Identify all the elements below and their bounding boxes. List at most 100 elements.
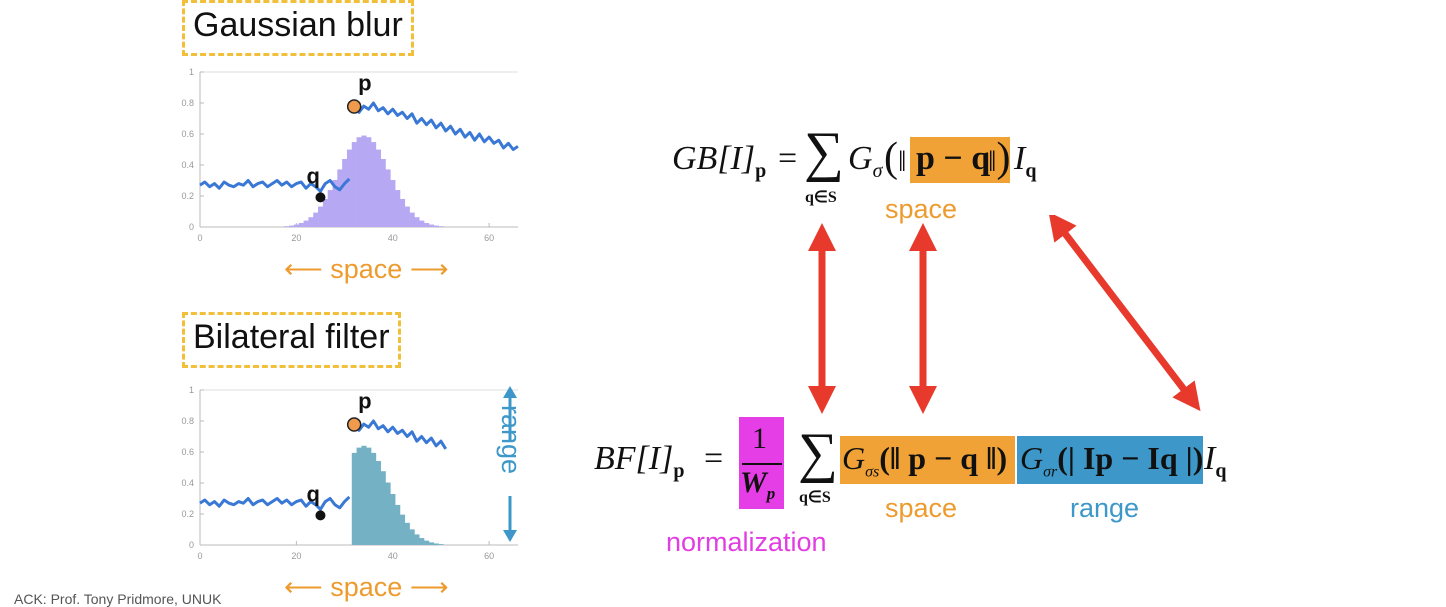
kernel-bar bbox=[371, 452, 377, 545]
kernel-bar bbox=[298, 222, 304, 227]
arrow-range-link bbox=[1048, 215, 1201, 412]
bilateral-filter-title: Bilateral filter bbox=[182, 312, 401, 368]
kernel-bar bbox=[308, 217, 314, 227]
gaussian-blur-title: Gaussian blur bbox=[182, 0, 414, 56]
x-tick-label: 40 bbox=[388, 551, 398, 561]
y-tick-label: 0.2 bbox=[181, 191, 194, 201]
kernel-bar bbox=[390, 180, 396, 227]
range-arrow-down-head bbox=[503, 530, 517, 542]
gaussian-blur-chart: 0 0.2 0.4 0.6 0.8 1 0 20 40 60 q p bbox=[181, 67, 519, 243]
bf-space-highlight bbox=[840, 436, 1015, 484]
kernel-bar bbox=[380, 158, 386, 227]
point-p-label: p bbox=[358, 71, 371, 96]
kernel-bar bbox=[419, 538, 425, 545]
kernel-bar bbox=[332, 180, 338, 227]
top-space-text: space bbox=[330, 254, 403, 284]
kernel-bar bbox=[366, 447, 372, 545]
kernel-bar bbox=[356, 447, 362, 545]
kernel-bar bbox=[366, 137, 372, 227]
kernel-bar bbox=[404, 206, 410, 227]
y-tick-label: 0.8 bbox=[181, 416, 194, 426]
y-tick-label: 0.4 bbox=[181, 478, 194, 488]
point-q-marker bbox=[315, 510, 326, 521]
x-tick-label: 0 bbox=[197, 551, 202, 561]
bf-frac-numerator: 1 bbox=[752, 422, 767, 455]
gb-equals: = bbox=[778, 140, 798, 177]
kernel-bar bbox=[375, 461, 381, 545]
kernel-bar bbox=[390, 494, 396, 545]
gb-open-paren: (‖ bbox=[884, 135, 907, 181]
left-arrow-icon: ⟵ bbox=[284, 254, 323, 284]
bilateral-filter-chart: 0 0.2 0.4 0.6 0.8 1 0 20 40 60 q p bbox=[181, 385, 518, 561]
signal-left bbox=[199, 495, 351, 511]
kernel-bar bbox=[351, 452, 357, 545]
bf-gr-term: Gσr(| Ip − Iq |) bbox=[1020, 440, 1204, 481]
y-tick-label: 0 bbox=[189, 222, 194, 232]
range-axis-label: range bbox=[496, 405, 526, 475]
right-arrow-icon: ⟶ bbox=[409, 254, 449, 284]
kernel-bar bbox=[438, 544, 444, 545]
gb-sum-subscript: q∈S bbox=[805, 189, 837, 206]
kernel-bar bbox=[361, 135, 367, 227]
bf-normalization-label: normalization bbox=[666, 527, 827, 557]
kernel-bar bbox=[433, 543, 439, 545]
kernel-bar bbox=[409, 212, 415, 227]
kernel-bar bbox=[289, 225, 295, 227]
y-tick-label: 0.2 bbox=[181, 509, 194, 519]
y-tick-label: 0.6 bbox=[181, 129, 194, 139]
bf-gs-term: Gσs(‖ p − q ‖) bbox=[842, 440, 1008, 481]
kernel-bar bbox=[424, 222, 430, 227]
kernel-bar bbox=[293, 224, 300, 227]
x-tick-label: 60 bbox=[484, 233, 494, 243]
kernel-bar bbox=[356, 137, 362, 227]
left-arrow-icon: ⟵ bbox=[284, 572, 323, 602]
kernel-bar bbox=[380, 471, 386, 545]
kernel-bar bbox=[414, 217, 420, 227]
kernel-bar bbox=[428, 542, 434, 545]
bf-frac-denominator: Wp bbox=[740, 466, 776, 503]
point-q-marker bbox=[315, 192, 326, 203]
right-arrow-icon: ⟶ bbox=[409, 572, 449, 602]
bf-frac-bar bbox=[742, 463, 782, 465]
point-q-label: q bbox=[306, 481, 319, 506]
bf-sum-sign: ∑ bbox=[798, 422, 838, 484]
kernel-bar bbox=[327, 190, 333, 227]
kernel-bar bbox=[395, 504, 401, 545]
kernel-bar bbox=[385, 482, 391, 545]
kernel-bar bbox=[428, 224, 434, 227]
kernel-bar bbox=[414, 534, 420, 545]
y-tick-label: 0.8 bbox=[181, 98, 194, 108]
bf-sum-subscript: q∈S bbox=[799, 489, 831, 506]
signal-right bbox=[352, 101, 519, 151]
bf-space-label: space bbox=[885, 493, 958, 523]
gb-space-highlight bbox=[910, 137, 1010, 183]
signal-right bbox=[352, 419, 448, 450]
kernel-bar bbox=[371, 142, 377, 227]
gb-sum-sign: ∑ bbox=[804, 121, 844, 183]
kernel-bar bbox=[313, 212, 319, 227]
y-tick-label: 0.6 bbox=[181, 447, 194, 457]
gb-i-term: Iq bbox=[1014, 140, 1037, 182]
kernel-bar bbox=[433, 225, 439, 227]
y-tick-label: 1 bbox=[189, 385, 194, 395]
kernel-bar bbox=[303, 220, 309, 227]
x-tick-label: 20 bbox=[291, 551, 301, 561]
y-tick-label: 0 bbox=[189, 540, 194, 550]
gb-lhs: GB[I]p bbox=[672, 140, 767, 182]
kernel-bar bbox=[375, 149, 381, 227]
kernel-bar bbox=[361, 445, 367, 545]
kernel-bar bbox=[342, 158, 348, 227]
kernel-bar bbox=[399, 198, 406, 227]
y-tick-label: 1 bbox=[189, 67, 194, 77]
kernel-bar bbox=[438, 226, 444, 227]
kernel-bar bbox=[284, 226, 290, 227]
range-arrow-up-head bbox=[503, 386, 517, 398]
x-tick-label: 60 bbox=[484, 551, 494, 561]
bf-lhs: BF[I]p bbox=[594, 440, 685, 482]
kernel-bar bbox=[424, 540, 430, 545]
point-p-label: p bbox=[358, 389, 371, 414]
kernel-bar bbox=[399, 514, 406, 545]
bottom-space-text: space bbox=[330, 572, 403, 602]
acknowledgement: ACK: Prof. Tony Pridmore, UNUK bbox=[14, 591, 222, 607]
kernel-bar bbox=[404, 522, 410, 545]
